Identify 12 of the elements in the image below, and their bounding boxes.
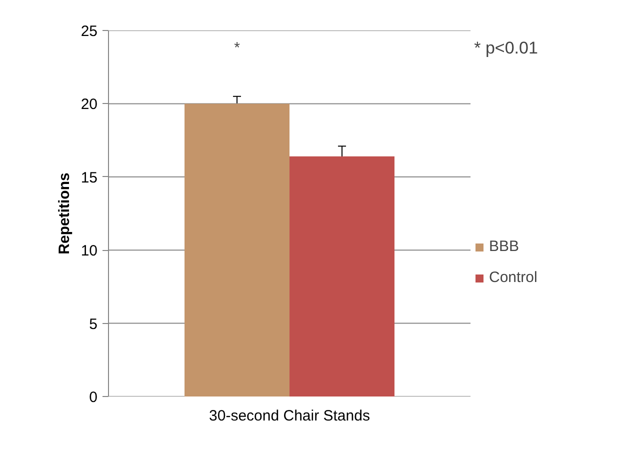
y-tick-label: 10 [80,242,98,260]
y-tick-label: 15 [80,169,98,186]
y-tick-label: 25 [80,23,98,40]
text: * p<0.01 [474,38,538,58]
y-tick-label: 20 [80,96,98,114]
legend-label: BBB [489,238,520,255]
annotation: * [234,40,240,57]
y-tick-label: 5 [89,316,98,333]
x-tick-label: 30-second Chair Stands [209,408,370,424]
y-tick-label: 0 [89,389,98,406]
legend-label: Control [489,269,538,286]
y-axis-title: Repetitions [56,172,73,254]
